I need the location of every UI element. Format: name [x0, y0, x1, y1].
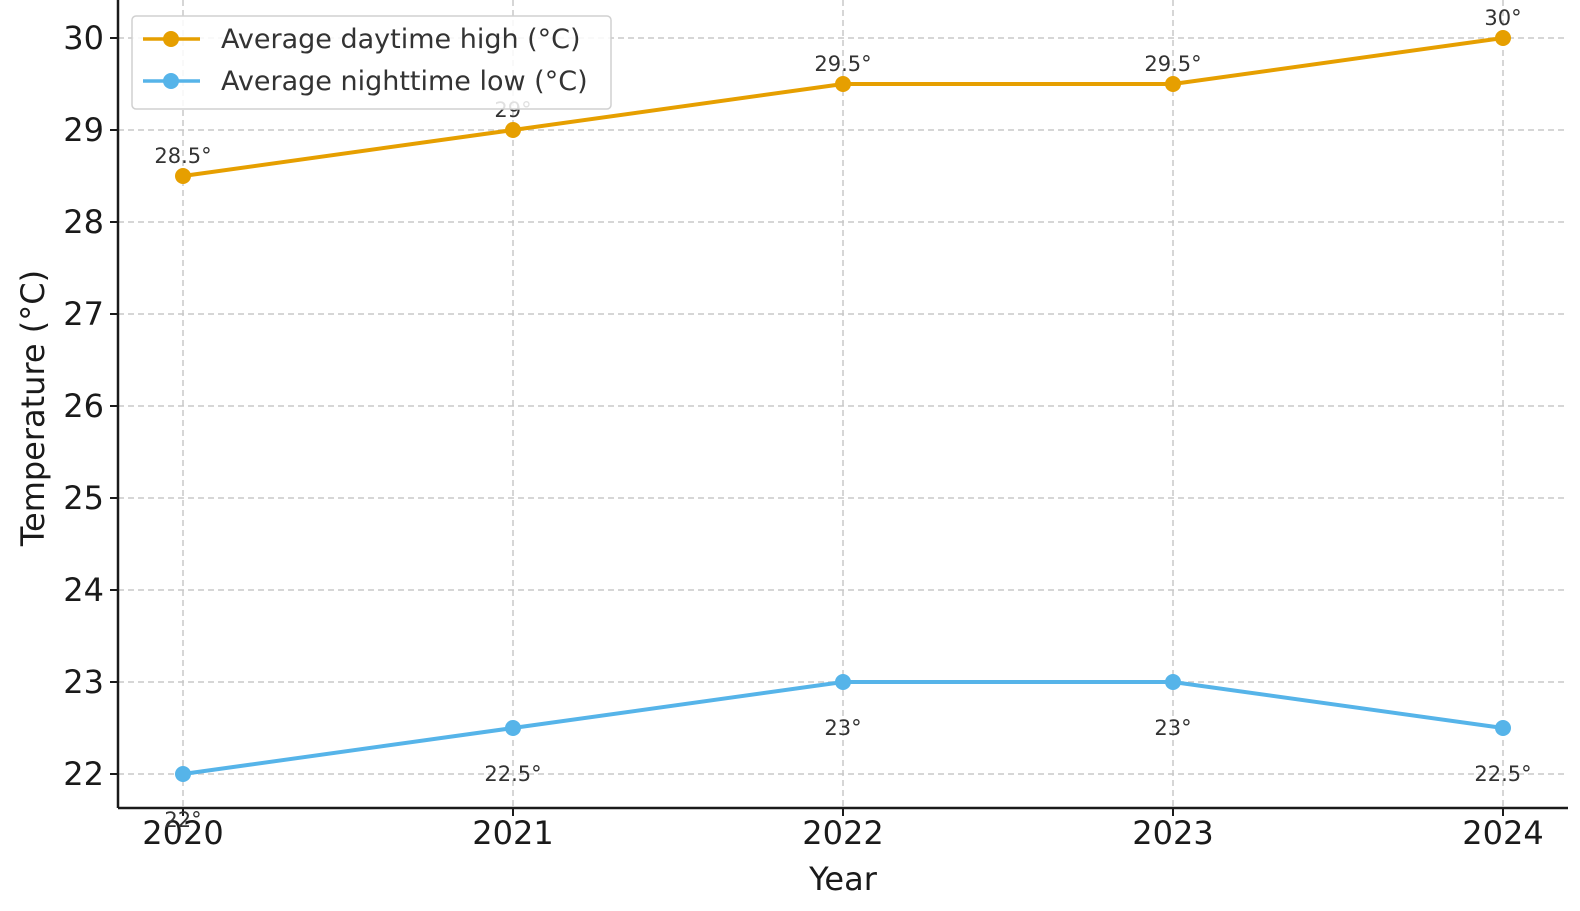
- legend: Average daytime high (°C) Average nightt…: [131, 15, 612, 110]
- data-point-s0-2022: [835, 76, 851, 92]
- x-tick-label-2021: 2021: [472, 814, 553, 852]
- data-label-s1-2023: 23°: [1154, 716, 1191, 740]
- legend-box: [131, 15, 612, 110]
- y-tick-label-29: 29: [63, 111, 104, 149]
- data-label-s1-2020: 22°: [164, 808, 201, 832]
- data-label-s0-2020: 28.5°: [154, 144, 211, 168]
- data-point-s1-2023: [1165, 674, 1181, 690]
- data-label-s0-2022: 29.5°: [814, 52, 871, 76]
- y-tick-label-27: 27: [63, 295, 104, 333]
- data-point-s1-2024: [1495, 720, 1511, 736]
- data-labels: 28.5°29°29.5° 29.5°30°22°22.5°23° 23°22.5°: [154, 6, 1531, 832]
- x-tick-label-2023: 2023: [1132, 814, 1213, 852]
- x-axis-title: Year: [808, 860, 878, 898]
- y-axis-title: Temperature (°C): [14, 270, 52, 547]
- data-label-s0-2023: 29.5°: [1144, 52, 1201, 76]
- data-label-s1-2022: 23°: [824, 716, 861, 740]
- data-label-s1-2021: 22.5°: [484, 762, 541, 786]
- y-tick-label-26: 26: [63, 387, 104, 425]
- data-label-s0-2024: 30°: [1484, 6, 1521, 30]
- legend-swatch-marker-daytime-high: [163, 31, 179, 47]
- legend-label-nighttime-low: Average nighttime low (°C): [221, 66, 588, 97]
- y-tick-label-23: 23: [63, 663, 104, 701]
- y-tick-label-25: 25: [63, 479, 104, 517]
- data-label-s1-2024: 22.5°: [1474, 762, 1531, 786]
- y-tick-label-30: 30: [63, 19, 104, 57]
- data-point-s0-2024: [1495, 30, 1511, 46]
- y-tick-label-28: 28: [63, 203, 104, 241]
- data-point-s1-2021: [505, 720, 521, 736]
- x-tick-label-2022: 2022: [802, 814, 883, 852]
- tick-labels: 22 23 24 25 26 27 28 29 30 2020 2021 2022 2023 2024: [63, 19, 1543, 852]
- data-point-s0-2023: [1165, 76, 1181, 92]
- y-tick-label-22: 22: [63, 755, 104, 793]
- series-lines: [175, 30, 1511, 782]
- legend-label-daytime-high: Average daytime high (°C): [221, 24, 581, 55]
- data-point-s1-2022: [835, 674, 851, 690]
- x-tick-label-2024: 2024: [1462, 814, 1543, 852]
- data-point-s0-2020: [175, 168, 191, 184]
- data-point-s0-2021: [505, 122, 521, 138]
- y-tick-label-24: 24: [63, 571, 104, 609]
- data-point-s1-2020: [175, 766, 191, 782]
- legend-swatch-marker-nighttime-low: [163, 73, 179, 89]
- x-tick-label-2020: 2020: [142, 814, 223, 852]
